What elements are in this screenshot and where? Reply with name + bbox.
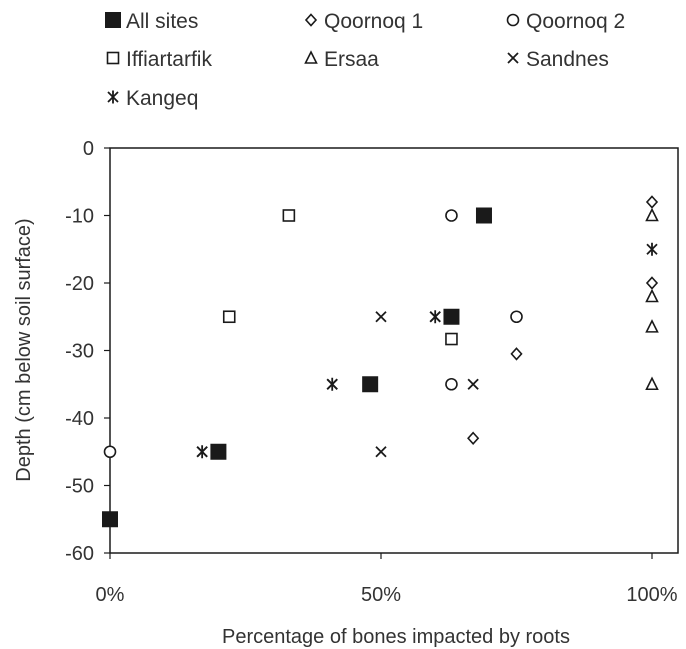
point-qoornoq-1 <box>645 195 659 209</box>
legend-label: Qoornoq 1 <box>324 10 423 33</box>
point-iffiartarfik <box>222 310 236 324</box>
y-tick-label: -30 <box>65 341 94 363</box>
point-qoornoq-1 <box>510 347 523 361</box>
legend-label: Iffiartarfik <box>126 48 212 71</box>
point-iffiartarfik <box>282 209 296 222</box>
plot-area <box>109 147 679 554</box>
point-all-sites <box>102 511 118 528</box>
point-iffiartarfik <box>445 332 458 346</box>
legend-item: Iffiartarfik <box>106 48 212 71</box>
legend-item: All sites <box>105 10 198 33</box>
y-axis: 0 -10 -20 -30 -40 -50 -60 <box>65 138 110 565</box>
legend-label: Sandnes <box>526 48 609 71</box>
legend-label: Kangeq <box>126 87 198 110</box>
legend-item: Ersaa <box>304 48 379 71</box>
legend-marker <box>506 13 520 27</box>
legend-item: Kangeq <box>107 87 198 110</box>
y-tick-label: -10 <box>65 206 94 228</box>
y-tick-label: -50 <box>65 476 94 498</box>
y-tick-label: -20 <box>65 273 94 295</box>
legend-item: Sandnes <box>507 48 609 71</box>
point-ersaa <box>645 207 659 222</box>
point-ersaa <box>645 319 659 333</box>
point-ersaa <box>645 376 659 391</box>
point-qoornoq-2 <box>445 209 458 222</box>
point-kangeq <box>429 310 441 324</box>
legend-item: Qoornoq 1 <box>304 10 423 33</box>
legend-marker <box>304 13 318 27</box>
x-tick-label: 0% <box>96 584 125 606</box>
point-qoornoq-2 <box>103 445 117 459</box>
legend-label: All sites <box>126 10 198 33</box>
point-all-sites <box>443 308 460 325</box>
legend-marker <box>107 90 119 104</box>
point-ersaa <box>645 288 659 303</box>
point-sandnes <box>375 311 387 323</box>
point-all-sites <box>210 443 227 460</box>
point-sandnes <box>467 378 479 390</box>
legend-marker <box>106 51 120 65</box>
y-tick-label: -60 <box>65 543 94 565</box>
legend-item: Qoornoq 2 <box>506 10 625 33</box>
point-qoornoq-1 <box>467 431 480 445</box>
x-tick-label: 100% <box>626 584 677 606</box>
legend-marker <box>105 12 121 28</box>
x-tick-label: 50% <box>361 584 401 606</box>
point-all-sites <box>362 376 379 393</box>
point-kangeq <box>646 242 658 256</box>
point-sandnes <box>375 446 387 458</box>
x-axis: 0% 50% 100% <box>96 553 678 606</box>
point-qoornoq-2 <box>510 310 523 324</box>
legend-label: Qoornoq 2 <box>526 10 625 33</box>
y-axis-title: Depth (cm below soil surface) <box>13 218 35 481</box>
legend: All sites Qoornoq 1 Qoornoq 2 Iffiartarfik E… <box>105 10 625 110</box>
y-tick-label: -40 <box>65 408 94 430</box>
data-points <box>102 195 659 528</box>
legend-marker <box>507 52 519 64</box>
point-qoornoq-1 <box>645 276 659 290</box>
point-all-sites <box>475 207 492 224</box>
point-kangeq <box>326 377 338 391</box>
legend-marker <box>304 50 318 64</box>
x-axis-title: Percentage of bones impacted by roots <box>222 626 570 648</box>
y-tick-label: 0 <box>83 138 94 160</box>
point-kangeq <box>196 445 208 459</box>
legend-label: Ersaa <box>324 48 379 71</box>
point-qoornoq-2 <box>445 377 458 391</box>
